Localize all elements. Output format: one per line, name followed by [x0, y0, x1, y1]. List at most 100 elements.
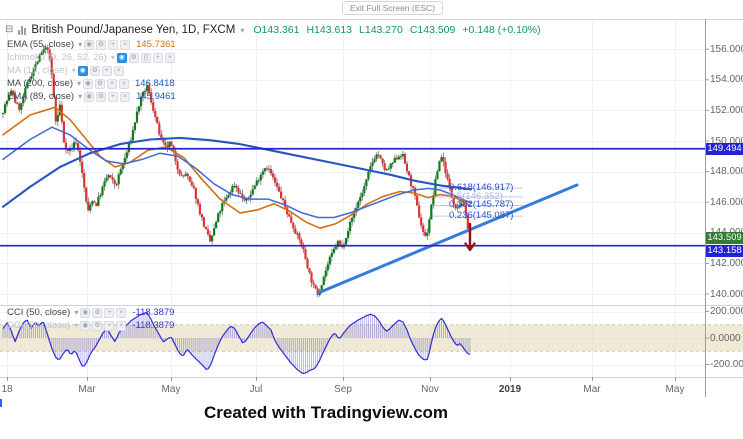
candle	[40, 52, 43, 55]
candle	[438, 161, 441, 172]
candle	[304, 249, 307, 259]
candle	[231, 186, 234, 193]
close-button[interactable]: ×	[164, 52, 175, 63]
candle	[20, 103, 23, 110]
close-button[interactable]: ×	[119, 78, 130, 89]
candle	[424, 231, 427, 236]
indicator-value: -118.3879	[132, 320, 175, 331]
indicator-name[interactable]: CCI (50, close)	[7, 320, 71, 331]
candle	[52, 74, 55, 98]
change-value: +0.148 (+0.10%)	[462, 24, 541, 36]
close-button[interactable]: ×	[113, 65, 124, 76]
indicator-name[interactable]: CCI (50, close)	[7, 307, 71, 318]
indicator-name[interactable]: MA (200, close)	[7, 78, 73, 89]
gear-button[interactable]: ⚙	[92, 320, 103, 331]
candle	[334, 246, 338, 249]
down-arrow[interactable]	[464, 222, 476, 252]
eye-button[interactable]: ◉	[83, 78, 94, 89]
braces-button[interactable]: {}	[140, 52, 151, 63]
candle	[290, 216, 293, 223]
candle	[239, 192, 242, 194]
candle	[373, 159, 376, 163]
candle	[302, 245, 305, 250]
candle	[450, 186, 453, 197]
price-tick-label: 156.000	[710, 43, 743, 55]
plus-button[interactable]: +	[108, 91, 119, 102]
indicator-row[interactable]: MA (10, close) ▾ ◉ ⚙ + ×	[7, 65, 124, 76]
gear-button[interactable]: ⚙	[92, 307, 103, 318]
candle	[420, 217, 423, 226]
candle	[288, 214, 291, 217]
price-tick-label: 142.000	[710, 257, 743, 269]
candle	[107, 175, 110, 178]
time-label: 18	[1, 384, 13, 395]
chevron-down-icon[interactable]: ▾	[71, 66, 76, 75]
plus-button[interactable]: +	[107, 78, 118, 89]
chevron-down-icon[interactable]: ▾	[74, 308, 79, 317]
candle	[22, 97, 25, 104]
time-label: May	[161, 384, 181, 395]
candle	[184, 173, 187, 176]
exit-fullscreen-button[interactable]: Exit Full Screen (ESC)	[342, 1, 444, 15]
symbol-title[interactable]: British Pound/Japanese Yen, 1D, FXCM	[31, 24, 236, 36]
eye-button[interactable]: ◉	[80, 307, 91, 318]
candle	[328, 256, 331, 265]
gear-button[interactable]: ⚙	[128, 52, 139, 63]
plus-button[interactable]: +	[101, 65, 112, 76]
candle	[383, 163, 386, 170]
gear-button[interactable]: ⚙	[95, 78, 106, 89]
eye-button[interactable]: ◉	[80, 320, 91, 331]
chevron-down-icon[interactable]: ▾	[110, 53, 115, 62]
candle	[306, 258, 309, 269]
indicator-name[interactable]: MA (10, close)	[7, 65, 68, 76]
gear-button[interactable]: ⚙	[96, 39, 107, 50]
plus-button[interactable]: +	[104, 307, 115, 318]
indicator-name[interactable]: EMA (55, close)	[7, 39, 75, 50]
candle	[111, 177, 114, 180]
indicator-row[interactable]: CCI (50, close) ▾ ◉ ⚙ + × -118.3879	[7, 307, 174, 318]
plus-button[interactable]: +	[104, 320, 115, 331]
candle	[294, 228, 297, 234]
indicator-name[interactable]: EMA (89, close)	[7, 91, 75, 102]
eye-button[interactable]: ◉	[116, 52, 127, 63]
gear-button[interactable]: ⚙	[96, 91, 107, 102]
close-button[interactable]: ×	[120, 91, 131, 102]
candle	[217, 213, 220, 222]
trend-line[interactable]	[316, 183, 579, 295]
candle	[219, 211, 222, 214]
plus-button[interactable]: +	[152, 52, 163, 63]
candle	[123, 158, 126, 164]
indicator-row[interactable]: MA (200, close) ▾ ◉ ⚙ + × 146.8418	[7, 78, 175, 89]
candle	[1, 112, 5, 115]
plus-button[interactable]: +	[108, 39, 119, 50]
chevron-down-icon[interactable]: ▾	[78, 40, 83, 49]
candle	[162, 138, 165, 143]
candle	[42, 49, 45, 53]
candle	[89, 204, 92, 211]
gear-button[interactable]: ⚙	[89, 65, 100, 76]
chevron-down-icon[interactable]: ▾	[240, 25, 245, 35]
candle	[367, 171, 370, 180]
time-label: Jul	[249, 384, 263, 395]
close-button[interactable]: ×	[116, 320, 127, 331]
eye-button[interactable]: ◉	[84, 91, 95, 102]
indicator-row[interactable]: Ichimoku (9, 26, 52, 26) ▾ ◉ ⚙{} + ×	[7, 52, 175, 63]
candle	[280, 191, 283, 199]
indicator-row[interactable]: EMA (89, close) ▾ ◉ ⚙ + × 145.9461	[7, 91, 176, 102]
indicator-row[interactable]: EMA (55, close) ▾ ◉ ⚙ + × 145.7361	[7, 39, 176, 50]
chevron-down-icon[interactable]: ▾	[77, 79, 82, 88]
collapse-pane-icon[interactable]: ⊟	[5, 24, 14, 35]
candle	[64, 142, 68, 150]
chevron-down-icon[interactable]: ▾	[74, 321, 79, 330]
eye-button[interactable]: ◉	[84, 39, 95, 50]
eye-button[interactable]: ◉	[77, 65, 88, 76]
close-button[interactable]: ×	[120, 39, 131, 50]
candle	[322, 276, 325, 286]
indicator-row[interactable]: CCI (50, close) ▾ ◉ ⚙ + × -118.3879	[7, 320, 174, 331]
chevron-down-icon[interactable]: ▾	[78, 92, 83, 101]
candle	[227, 195, 230, 198]
close-button[interactable]: ×	[116, 307, 127, 318]
indicator-name[interactable]: Ichimoku (9, 26, 52, 26)	[7, 52, 107, 63]
candle	[26, 81, 29, 89]
